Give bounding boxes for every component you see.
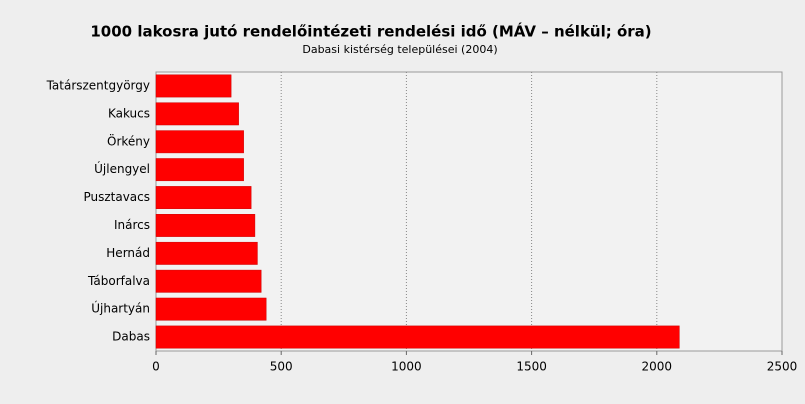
y-tick-label: Újlengyel [94, 161, 150, 176]
x-tick-label: 2000 [642, 360, 673, 374]
bar [155, 186, 252, 209]
y-tick-label: Táborfalva [87, 274, 150, 288]
chart-subtitle: Dabasi kistérség települései (2004) [302, 43, 497, 56]
y-tick-label: Dabas [112, 330, 150, 344]
x-tick-label: 0 [152, 360, 160, 374]
y-tick-label: Tatárszentgyörgy [46, 78, 150, 92]
bar [155, 102, 239, 126]
bar [155, 297, 267, 321]
bar [155, 325, 680, 349]
y-tick-label: Örkény [107, 132, 150, 148]
y-tick-label: Pusztavacs [83, 190, 150, 204]
bar [155, 241, 258, 265]
y-tick-label: Inárcs [114, 218, 150, 232]
x-tick-label: 1500 [516, 360, 547, 374]
x-tick-label: 2500 [767, 360, 798, 374]
bar [155, 214, 256, 237]
chart-title: 1000 lakosra jutó rendelőintézeti rendel… [90, 22, 651, 41]
y-tick-label: Újhartyán [91, 301, 150, 316]
x-tick-label: 500 [270, 360, 293, 374]
x-tick-label: 1000 [391, 360, 422, 374]
y-tick-label: Hernád [106, 246, 150, 260]
bar [155, 130, 244, 154]
bar [155, 269, 262, 293]
bar [155, 158, 244, 182]
y-tick-label: Kakucs [108, 106, 150, 120]
bar [155, 74, 232, 98]
